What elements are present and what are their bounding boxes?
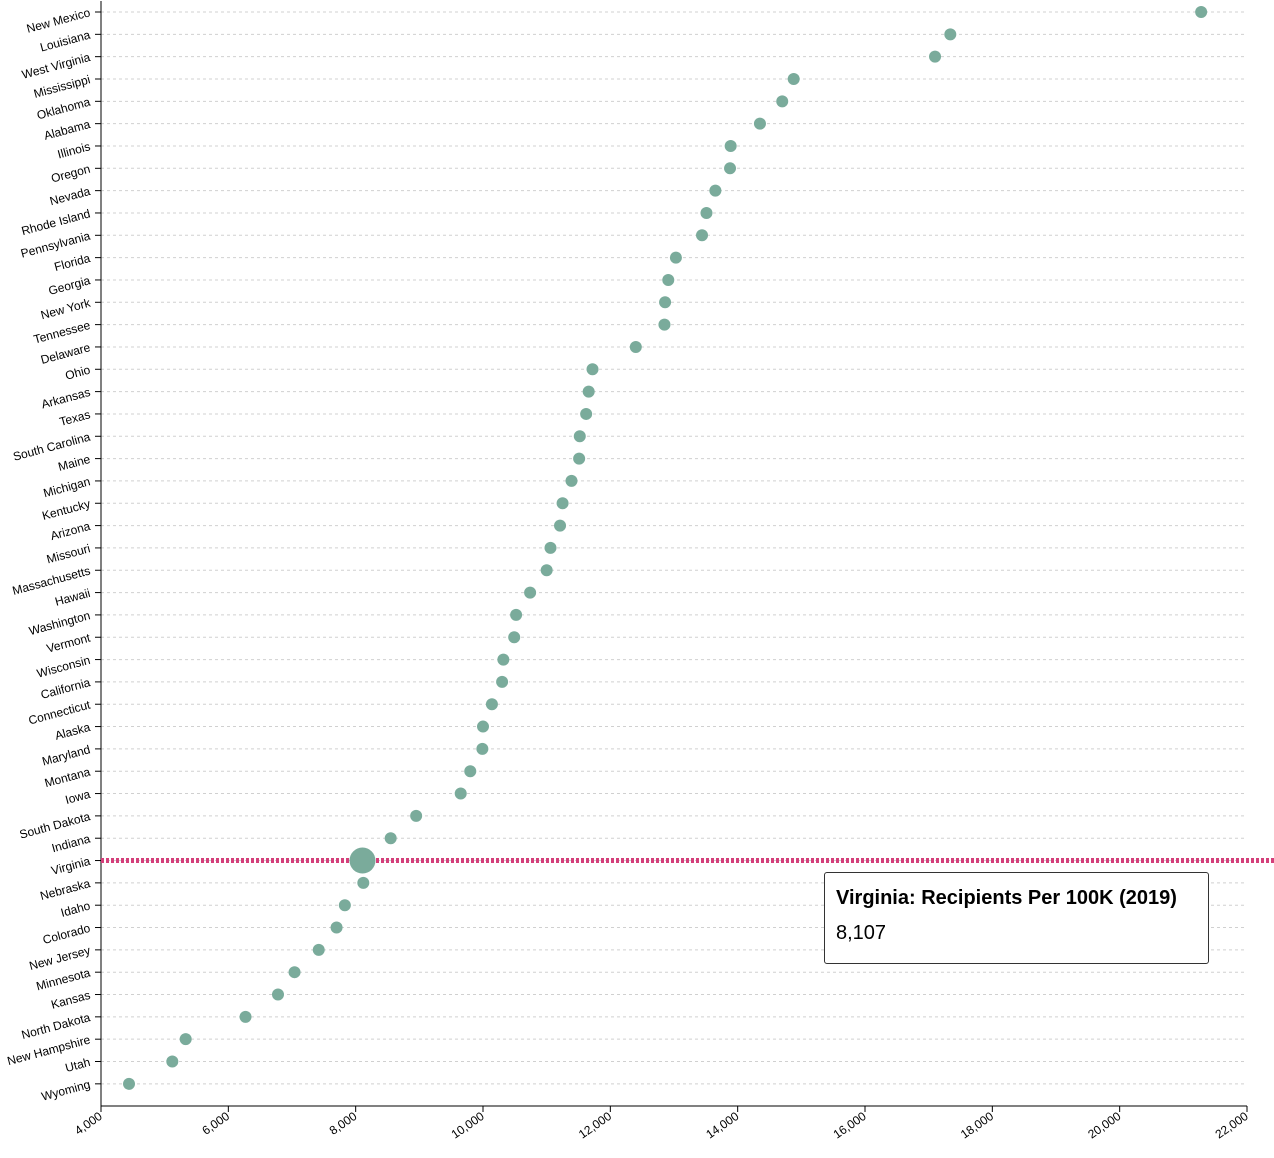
data-point[interactable] (709, 184, 722, 197)
data-point[interactable] (573, 430, 586, 443)
y-tick-label: Maryland (40, 742, 91, 768)
data-point[interactable] (776, 95, 789, 108)
y-tick-label: Georgia (47, 273, 92, 298)
data-point[interactable] (724, 139, 737, 152)
tooltip: Virginia: Recipients Per 100K (2019) 8,1… (824, 872, 1209, 964)
x-tick-label: 20,000 (1085, 1109, 1123, 1142)
data-point[interactable] (338, 899, 351, 912)
data-point[interactable] (696, 229, 709, 242)
y-tick-label: Maine (57, 452, 93, 474)
y-tick-label: Colorado (41, 921, 92, 947)
x-tick-label: 18,000 (958, 1109, 996, 1142)
y-tick-label: Indiana (50, 832, 92, 856)
data-point[interactable] (312, 943, 325, 956)
y-tick-label: Utah (64, 1055, 92, 1075)
data-point[interactable] (330, 921, 343, 934)
y-tick-label: Illinois (56, 139, 92, 161)
y-tick-label: Alabama (42, 117, 92, 143)
data-point[interactable] (496, 675, 509, 688)
data-point[interactable] (477, 720, 489, 733)
data-point[interactable] (944, 28, 957, 41)
data-point[interactable] (384, 832, 397, 845)
x-tick-label: 16,000 (831, 1109, 869, 1142)
x-tick-label: 10,000 (449, 1109, 487, 1142)
data-point[interactable] (724, 162, 737, 175)
data-point[interactable] (540, 564, 553, 577)
data-points (123, 6, 1208, 1090)
y-tick-label: Oregon (49, 162, 91, 186)
data-point[interactable] (658, 318, 671, 331)
y-tick-label: Iowa (64, 787, 92, 807)
y-tick-label: Missouri (45, 541, 92, 566)
data-point[interactable] (1195, 6, 1208, 18)
data-point[interactable] (582, 385, 595, 398)
y-tick-label: Nevada (48, 184, 92, 208)
data-point[interactable] (556, 497, 569, 510)
data-point[interactable] (544, 541, 557, 554)
y-tick-label: Montana (43, 765, 92, 791)
data-point[interactable] (787, 72, 800, 85)
data-point[interactable] (580, 407, 593, 420)
data-point[interactable] (929, 50, 942, 63)
data-point[interactable] (659, 296, 672, 309)
data-point[interactable] (669, 251, 682, 264)
y-tick-label: Texas (58, 407, 92, 429)
tooltip-value: 8,107 (836, 922, 887, 944)
data-point[interactable] (166, 1055, 179, 1068)
y-tick-label: Hawaii (53, 586, 91, 609)
x-tick-label: 14,000 (703, 1109, 741, 1142)
data-point[interactable] (700, 206, 713, 219)
data-point[interactable] (271, 988, 284, 1001)
y-tick-label: Arizona (49, 519, 92, 543)
tooltip-title: Virginia: Recipients Per 100K (2019) (836, 887, 1177, 909)
x-tick-label: 4,000 (72, 1109, 105, 1138)
data-point[interactable] (476, 742, 489, 755)
data-point[interactable] (454, 787, 467, 800)
x-tick-label: 8,000 (327, 1109, 360, 1138)
data-point[interactable] (179, 1033, 192, 1046)
data-point[interactable] (586, 363, 599, 376)
y-tick-label: Alaska (53, 720, 92, 743)
x-tick-labels: 4,000 6,000 8,000 10,000 12,000 14,000 16,000 1… (72, 1109, 1251, 1142)
data-point[interactable] (629, 340, 642, 353)
data-point[interactable] (485, 698, 498, 711)
data-point[interactable] (573, 452, 586, 465)
data-point[interactable] (288, 966, 301, 979)
y-tick-label: Kansas (49, 988, 91, 1012)
data-point[interactable] (753, 117, 766, 130)
data-point[interactable] (357, 876, 370, 889)
data-point[interactable] (239, 1010, 252, 1023)
y-tick-label: Florida (53, 251, 92, 274)
data-point-highlighted[interactable] (349, 847, 376, 874)
y-tick-label: Kentucky (40, 497, 91, 523)
y-tick-label: Idaho (59, 898, 92, 919)
x-tick-label: 6,000 (199, 1109, 232, 1138)
y-tick-label: Virginia (50, 854, 92, 878)
data-point[interactable] (565, 474, 578, 487)
y-tick-label: Vermont (45, 630, 92, 655)
data-point[interactable] (123, 1077, 136, 1090)
data-point[interactable] (510, 608, 523, 621)
data-point[interactable] (524, 586, 537, 599)
data-point[interactable] (464, 765, 477, 778)
data-point[interactable] (554, 519, 567, 532)
data-point[interactable] (497, 653, 510, 666)
y-tick-label: Ohio (64, 363, 92, 383)
y-tick-label: Michigan (42, 474, 92, 500)
axes (95, 1, 1248, 1112)
x-tick-label: 22,000 (1213, 1109, 1251, 1142)
data-point[interactable] (410, 809, 423, 822)
data-point[interactable] (508, 631, 521, 644)
y-tick-label: Wyoming (40, 1077, 92, 1103)
gridlines (101, 11, 1247, 1085)
data-point[interactable] (662, 273, 675, 286)
x-tick-label: 12,000 (576, 1109, 614, 1142)
